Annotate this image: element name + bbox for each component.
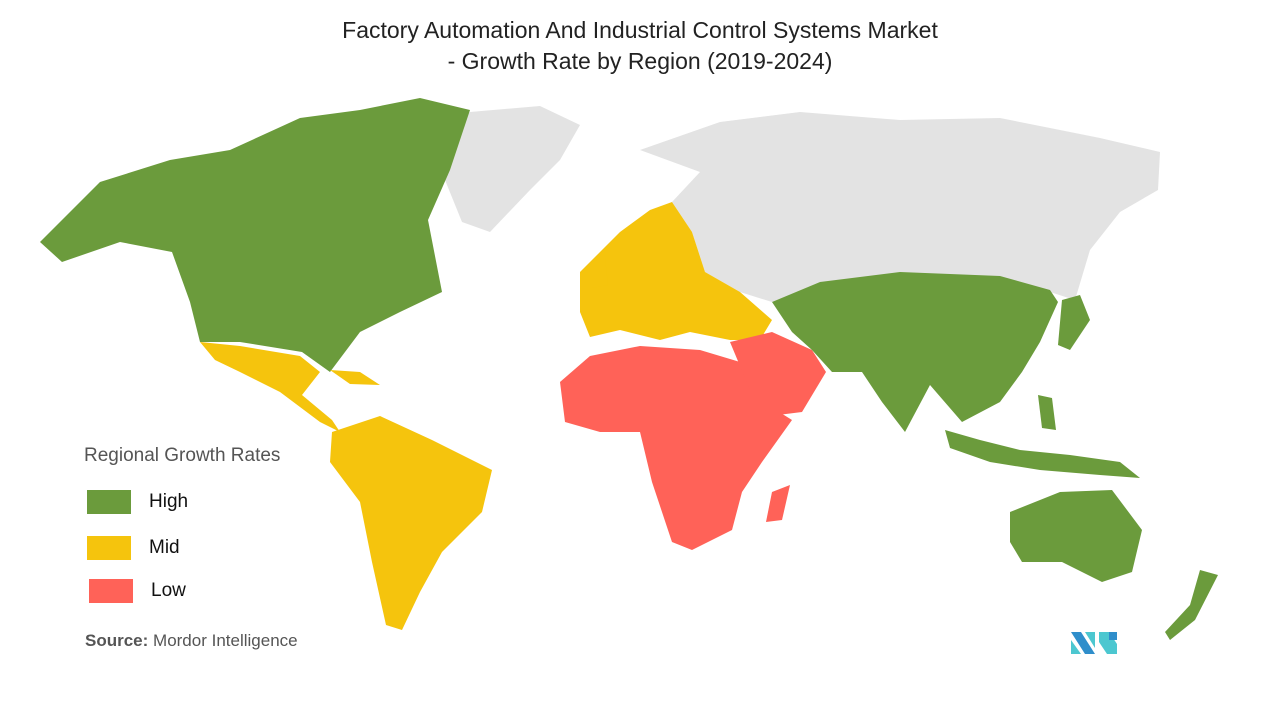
- region-arctic-islands: [710, 120, 760, 150]
- region-uk: [592, 258, 608, 288]
- legend-title: Regional Growth Rates: [84, 445, 281, 466]
- region-middle-east: [730, 332, 826, 416]
- region-europe: [580, 202, 772, 340]
- region-greenland: [430, 106, 580, 232]
- legend-swatch-high: [87, 490, 131, 514]
- mordor-intelligence-logo: [1071, 632, 1117, 654]
- region-africa: [560, 346, 792, 550]
- legend-item-mid: Mid: [87, 536, 180, 560]
- region-north-america: [40, 98, 470, 372]
- legend-label-mid: Mid: [149, 537, 180, 558]
- region-russia: [640, 112, 1160, 302]
- source-note: Source: Mordor Intelligence: [85, 631, 298, 651]
- region-japan: [1058, 295, 1090, 350]
- region-madagascar: [766, 485, 790, 522]
- legend-item-high: High: [87, 490, 188, 514]
- region-south-america: [330, 416, 492, 630]
- region-australia: [1010, 490, 1142, 582]
- region-asia: [772, 272, 1058, 432]
- source-value: Mordor Intelligence: [153, 631, 298, 650]
- legend-label-high: High: [149, 491, 189, 512]
- region-caribbean: [330, 370, 380, 385]
- legend-swatch-low: [89, 579, 133, 603]
- region-central-america: [200, 342, 340, 432]
- region-indonesia: [945, 430, 1140, 478]
- chart-title-line2: - Growth Rate by Region (2019-2024): [447, 48, 833, 74]
- legend-label-low: Low: [151, 580, 186, 601]
- region-new-zealand: [1165, 570, 1218, 640]
- legend-swatch-mid: [87, 536, 131, 560]
- chart-title-line1: Factory Automation And Industrial Contro…: [342, 17, 938, 43]
- source-label: Source:: [85, 631, 149, 650]
- region-philippines: [1038, 395, 1056, 430]
- legend-item-low: Low: [89, 579, 186, 603]
